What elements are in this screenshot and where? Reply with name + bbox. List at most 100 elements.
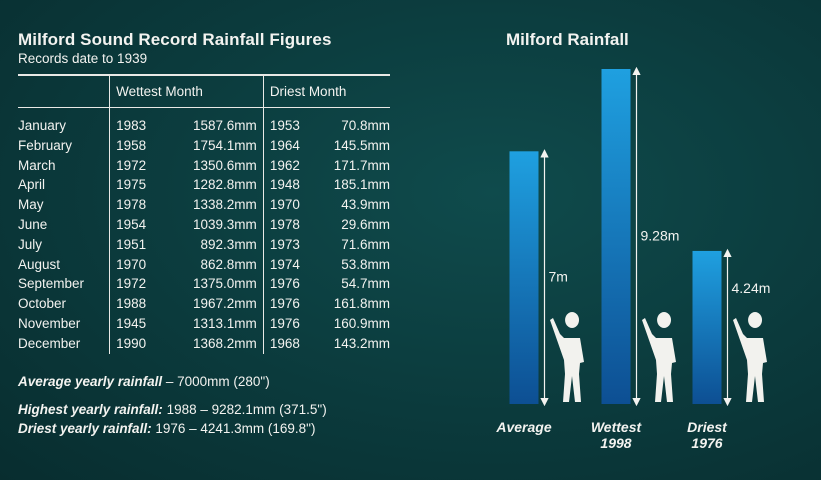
table-row: March 1972 1350.6mm 1962 171.7mm [18, 155, 390, 176]
month-cell: June [18, 216, 48, 232]
wettest-year-cell: 1970 [109, 254, 165, 275]
table-row: December 1990 1368.2mm 1968 143.2mm [18, 333, 390, 354]
wettest-year-cell: 1978 [109, 195, 165, 215]
table-row: February 1958 1754.1mm 1964 145.5mm [18, 135, 390, 156]
driest-value-cell: 54.7mm [341, 276, 390, 292]
yearly-stats: Average yearly rainfall – 7000mm (280") … [18, 372, 327, 438]
table-row: October 1988 1967.2mm 1976 161.8mm [18, 294, 390, 314]
driest-year-cell: 1978 [262, 214, 318, 235]
driest-value-cell: 70.8mm [341, 118, 390, 133]
driest-value-cell: 143.2mm [333, 335, 390, 351]
average-label: Average yearly rainfall [18, 374, 163, 389]
month-cell: August [18, 256, 61, 272]
wettest-value-cell: 1754.1mm [193, 137, 257, 153]
highest-value: 1988 – 9282.1mm (371.5") [162, 402, 327, 417]
month-cell: October [18, 296, 67, 312]
wettest-value-cell: 1313.1mm [193, 315, 257, 331]
bar-2 [601, 69, 631, 404]
table-subtitle: Records date to 1939 [18, 51, 148, 66]
driest-year-cell: 1962 [262, 155, 318, 176]
wettest-year-cell: 1958 [109, 135, 165, 156]
wettest-year-cell: 1990 [109, 333, 165, 354]
month-cell: November [18, 315, 81, 331]
table-header-row: Wettest Month Driest Month [18, 75, 390, 108]
person-pointing-up-icon [550, 312, 584, 402]
wettest-year-cell: 1972 [109, 274, 165, 295]
driest-value-cell: 161.8mm [333, 296, 390, 312]
driest-year-cell: 1953 [262, 107, 318, 136]
average-value: – 7000mm (280") [162, 374, 270, 389]
chart-title: Milford Rainfall [506, 30, 629, 49]
table-row: November 1945 1313.1mm 1976 160.9mm [18, 313, 390, 334]
driest-year-cell: 1970 [262, 195, 318, 215]
wettest-value-cell: 1967.2mm [193, 296, 257, 312]
driest-label: Driest yearly rainfall: [18, 421, 152, 436]
wettest-year-cell: 1988 [109, 294, 165, 314]
header-driest-month: Driest Month [262, 75, 390, 108]
driest-year-cell: 1948 [262, 175, 318, 196]
wettest-value-cell: 1338.2mm [193, 197, 257, 213]
month-cell: January [18, 118, 67, 133]
category-label-3: Driest [687, 419, 728, 435]
average-yearly-line: Average yearly rainfall – 7000mm (280") [18, 372, 327, 391]
wettest-value-cell: 1375.0mm [193, 276, 257, 292]
table-row: September 1972 1375.0mm 1976 54.7mm [18, 274, 390, 295]
value-label-3: 4.24m [732, 280, 771, 296]
table-title: Milford Sound Record Rainfall Figures [18, 30, 332, 49]
driest-year-cell: 1968 [262, 333, 318, 354]
header-wettest-month: Wettest Month [109, 75, 264, 108]
driest-year-cell: 1976 [262, 294, 318, 314]
driest-value-cell: 29.6mm [341, 216, 390, 232]
driest-yearly-line: Driest yearly rainfall: 1976 – 4241.3mm … [18, 419, 327, 438]
wettest-value-cell: 1039.3mm [193, 216, 257, 232]
driest-value-cell: 185.1mm [333, 177, 390, 193]
month-cell: February [18, 137, 73, 153]
highest-yearly-line: Highest yearly rainfall: 1988 – 9282.1mm… [18, 400, 327, 419]
category-label-3: 1976 [691, 435, 722, 451]
month-cell: March [18, 157, 56, 173]
wettest-year-cell: 1954 [109, 214, 165, 235]
bar-3 [692, 250, 722, 404]
driest-value-cell: 145.5mm [333, 137, 390, 153]
table-row: July 1951 892.3mm 1973 71.6mm [18, 234, 390, 255]
month-cell: May [18, 197, 44, 213]
table-row: June 1954 1039.3mm 1978 29.6mm [18, 214, 390, 235]
table-row: August 1970 862.8mm 1974 53.8mm [18, 254, 390, 275]
wettest-value-cell: 1587.6mm [193, 118, 257, 133]
table-row: January 1983 1587.6mm 1953 70.8mm [18, 107, 390, 136]
value-label-2: 9.28m [641, 228, 680, 244]
highest-label: Highest yearly rainfall: [18, 402, 163, 417]
driest-value-cell: 53.8mm [341, 256, 390, 272]
month-cell: December [18, 335, 81, 351]
category-label-1: Average [495, 419, 551, 435]
wettest-value-cell: 1350.6mm [193, 157, 257, 173]
rainfall-table-panel: Milford Sound Record Rainfall Figures Re… [18, 30, 390, 354]
header-month [18, 75, 110, 108]
table-row: May 1978 1338.2mm 1970 43.9mm [18, 195, 390, 215]
category-label-2: 1998 [600, 435, 631, 451]
driest-year-cell: 1974 [262, 254, 318, 275]
category-label-2: Wettest [591, 419, 643, 435]
value-label-1: 7m [549, 269, 568, 285]
month-cell: September [18, 276, 85, 292]
wettest-year-cell: 1983 [109, 107, 165, 136]
table-row: April 1975 1282.8mm 1948 185.1mm [18, 175, 390, 196]
driest-value-cell: 43.9mm [341, 197, 390, 213]
wettest-value-cell: 1282.8mm [193, 177, 257, 193]
wettest-year-cell: 1975 [109, 175, 165, 196]
bar-1 [509, 151, 539, 404]
driest-year-cell: 1964 [262, 135, 318, 156]
wettest-value-cell: 1368.2mm [193, 335, 257, 351]
month-cell: April [18, 177, 46, 193]
month-cell: July [18, 236, 43, 252]
wettest-value-cell: 862.8mm [200, 256, 257, 272]
person-pointing-up-icon [733, 312, 767, 402]
driest-year-cell: 1973 [262, 234, 318, 255]
rainfall-table: Wettest Month Driest Month January 1983 15… [18, 74, 390, 354]
driest-value-cell: 171.7mm [333, 157, 390, 173]
driest-value-cell: 160.9mm [333, 315, 390, 331]
driest-value-cell: 71.6mm [341, 236, 390, 252]
wettest-year-cell: 1945 [109, 313, 165, 334]
wettest-year-cell: 1972 [109, 155, 165, 176]
